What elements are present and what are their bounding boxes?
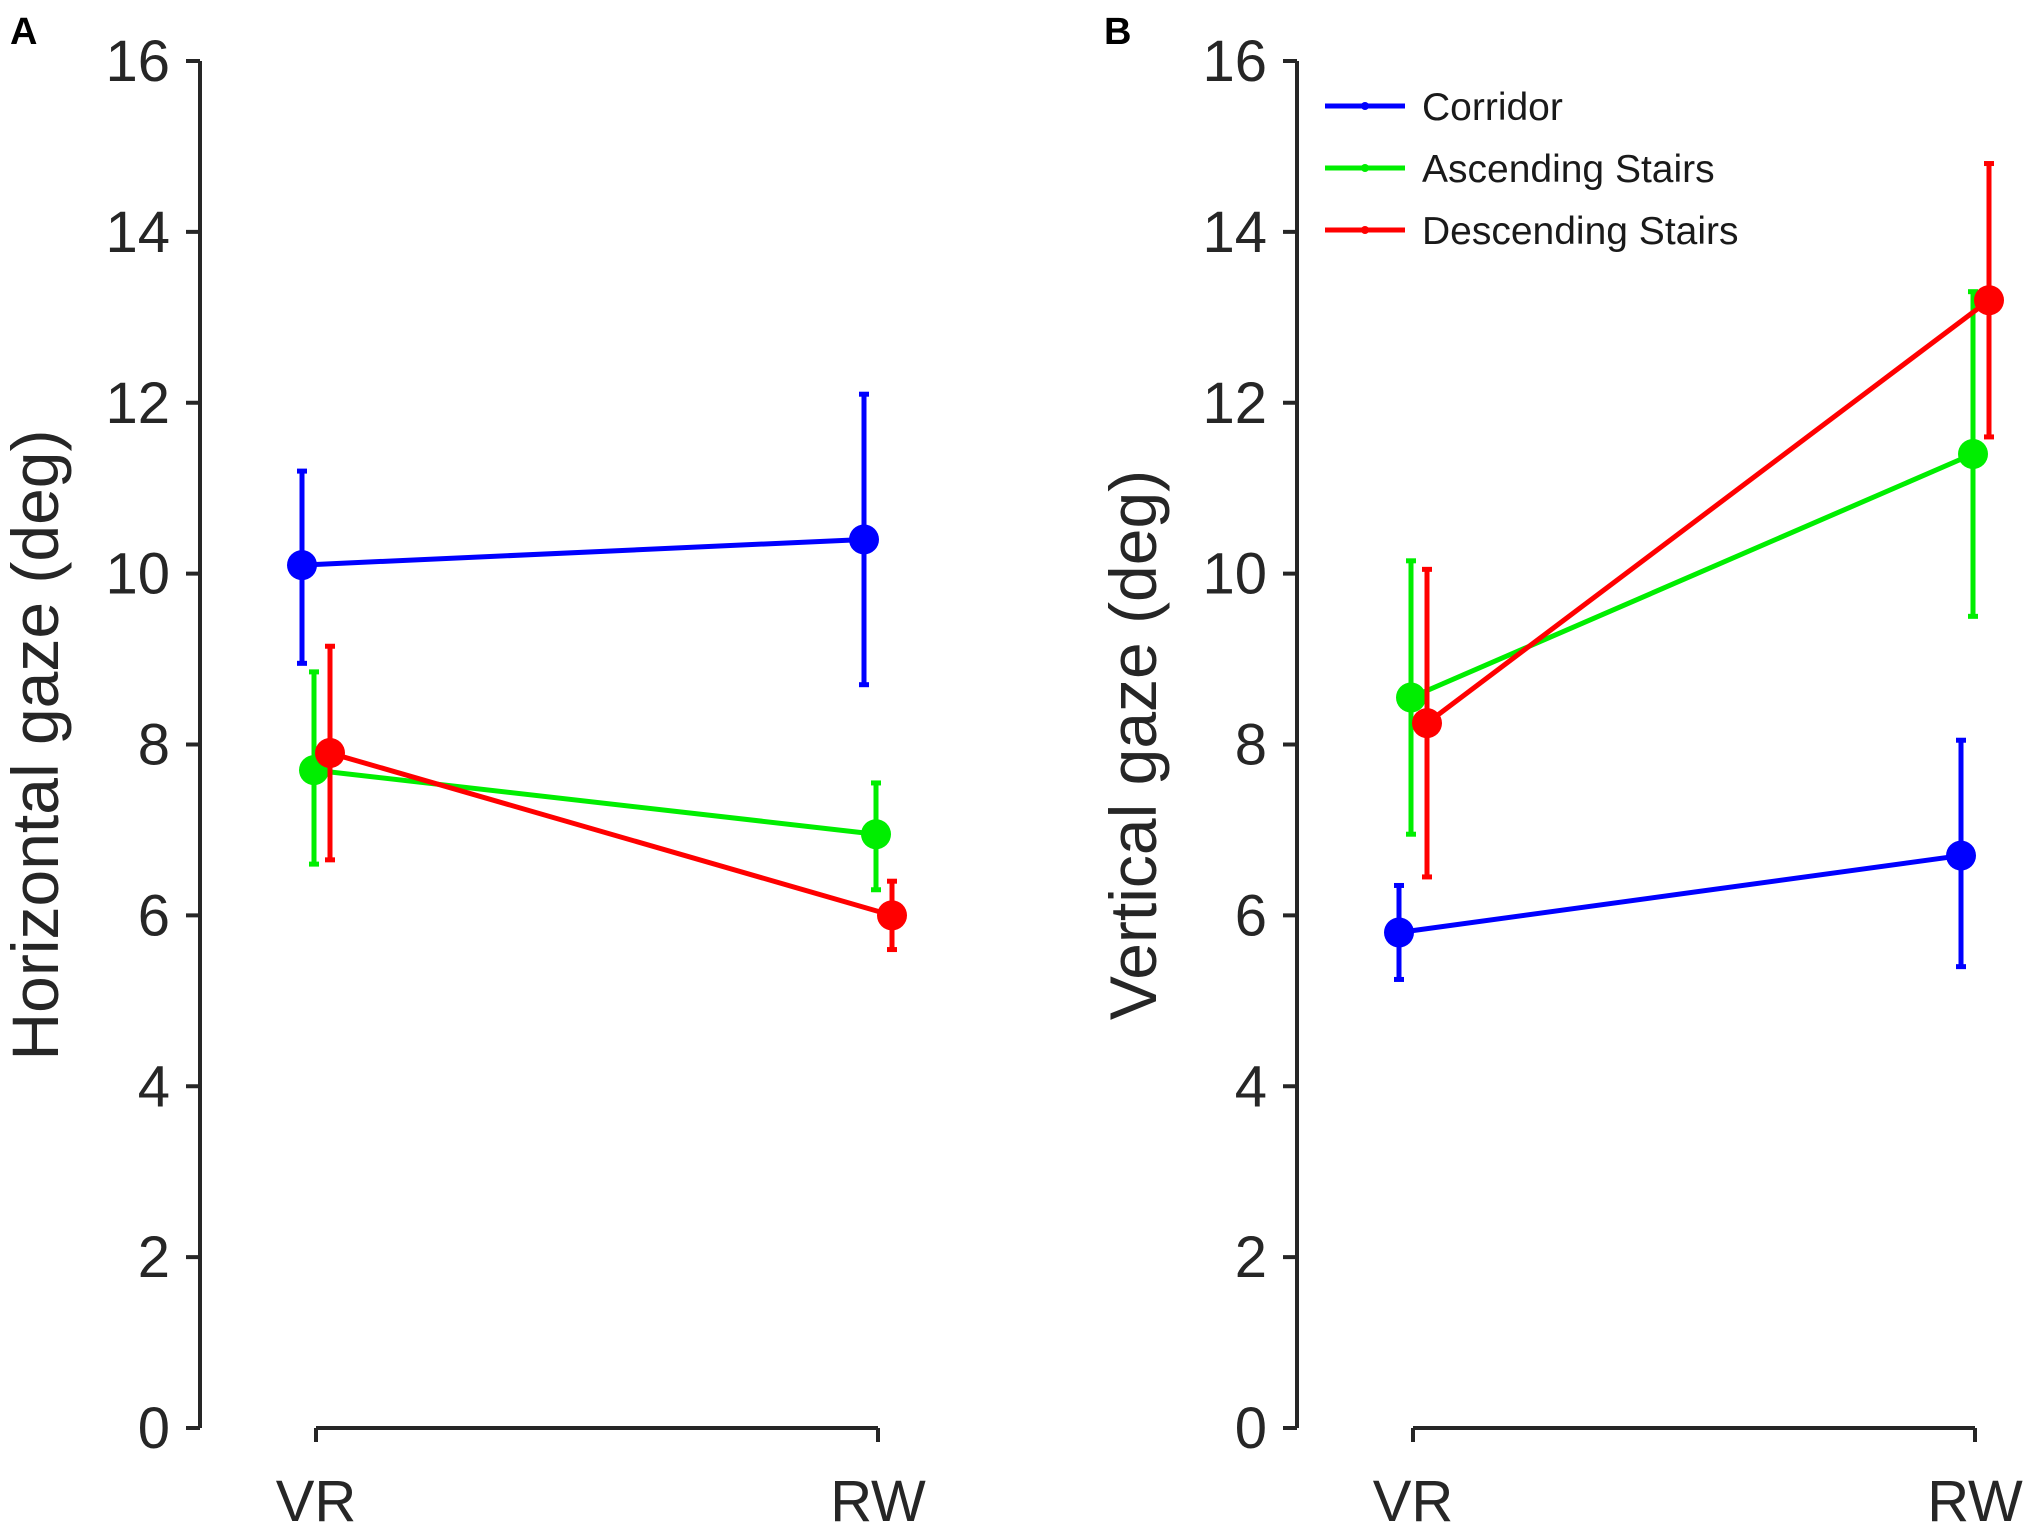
y-tick-label: 2 xyxy=(1235,1225,1267,1290)
y-tick-label: 6 xyxy=(138,883,170,948)
panel-letter: B xyxy=(1104,11,1131,53)
legend-marker-ascending-stairs xyxy=(1361,164,1369,172)
y-tick-label: 0 xyxy=(138,1396,170,1461)
x-tick-label: VR xyxy=(1373,1469,1454,1528)
series-ascending-stairs xyxy=(1396,289,1988,837)
legend-label-corridor: Corridor xyxy=(1422,86,1563,129)
y-tick-label: 14 xyxy=(105,200,170,265)
series-ascending-stairs xyxy=(299,669,891,893)
y-tick-label: 0 xyxy=(1235,1396,1267,1461)
panel-a: A 0 2 4 6 8 10 12 14 16 Horizontal gaze (deg) VR RW xyxy=(0,11,926,1528)
series-line-descending-stairs xyxy=(1425,298,1991,726)
series-descending-stairs xyxy=(315,643,907,953)
y-tick-label: 14 xyxy=(1202,200,1267,265)
panel-b: B 0 2 4 6 8 10 12 14 16 Vertical gaze (deg) VR RW Cor… xyxy=(1096,11,2023,1528)
legend-marker-corridor xyxy=(1361,102,1369,110)
data-point-descending-stairs xyxy=(1974,285,2004,316)
legend-label-descending-stairs: Descending Stairs xyxy=(1422,210,1739,253)
legend: Corridor Ascending Stairs Descending Stair… xyxy=(1325,86,1739,253)
data-point-descending-stairs xyxy=(877,900,907,931)
y-tick-label: 6 xyxy=(1235,883,1267,948)
y-tick-label: 10 xyxy=(1202,542,1267,607)
x-tick-label: RW xyxy=(1927,1469,2023,1528)
y-tick-label: 16 xyxy=(105,29,170,94)
series-line-descending-stairs xyxy=(329,750,893,918)
y-tick-label: 10 xyxy=(105,542,170,607)
x-tick-label: RW xyxy=(830,1469,926,1528)
y-tick-label: 16 xyxy=(1202,29,1267,94)
data-point-descending-stairs xyxy=(1412,708,1442,739)
y-tick-label: 4 xyxy=(1235,1054,1267,1119)
data-point-descending-stairs xyxy=(315,738,345,769)
data-point-corridor xyxy=(1946,840,1976,871)
y-axis-label: Horizontal gaze (deg) xyxy=(0,430,72,1061)
data-point-ascending-stairs xyxy=(1396,682,1426,713)
panel-letter: A xyxy=(10,11,37,53)
y-tick-label: 12 xyxy=(105,371,170,436)
data-point-corridor xyxy=(849,524,879,555)
data-point-ascending-stairs xyxy=(1958,439,1988,470)
series-corridor xyxy=(1384,737,1976,982)
y-tick-label: 8 xyxy=(1235,713,1267,778)
y-axis-label: Vertical gaze (deg) xyxy=(1096,470,1170,1020)
series-line-ascending-stairs xyxy=(1410,451,1974,700)
series-descending-stairs xyxy=(1412,161,2004,880)
y-tick-label: 4 xyxy=(138,1054,170,1119)
y-tick-label: 2 xyxy=(138,1225,170,1290)
legend-marker-descending-stairs xyxy=(1361,226,1369,234)
x-tick-label: VR xyxy=(276,1469,357,1528)
y-tick-label: 12 xyxy=(1202,371,1267,436)
data-point-corridor xyxy=(1384,917,1414,948)
series-line-corridor xyxy=(1398,853,1962,935)
y-tick-label: 8 xyxy=(138,713,170,778)
legend-label-ascending-stairs: Ascending Stairs xyxy=(1422,148,1715,191)
data-point-ascending-stairs xyxy=(861,819,891,850)
series-line-corridor xyxy=(301,536,865,568)
series-corridor xyxy=(287,391,879,688)
data-point-corridor xyxy=(287,550,317,581)
series-line-ascending-stairs xyxy=(313,767,877,837)
